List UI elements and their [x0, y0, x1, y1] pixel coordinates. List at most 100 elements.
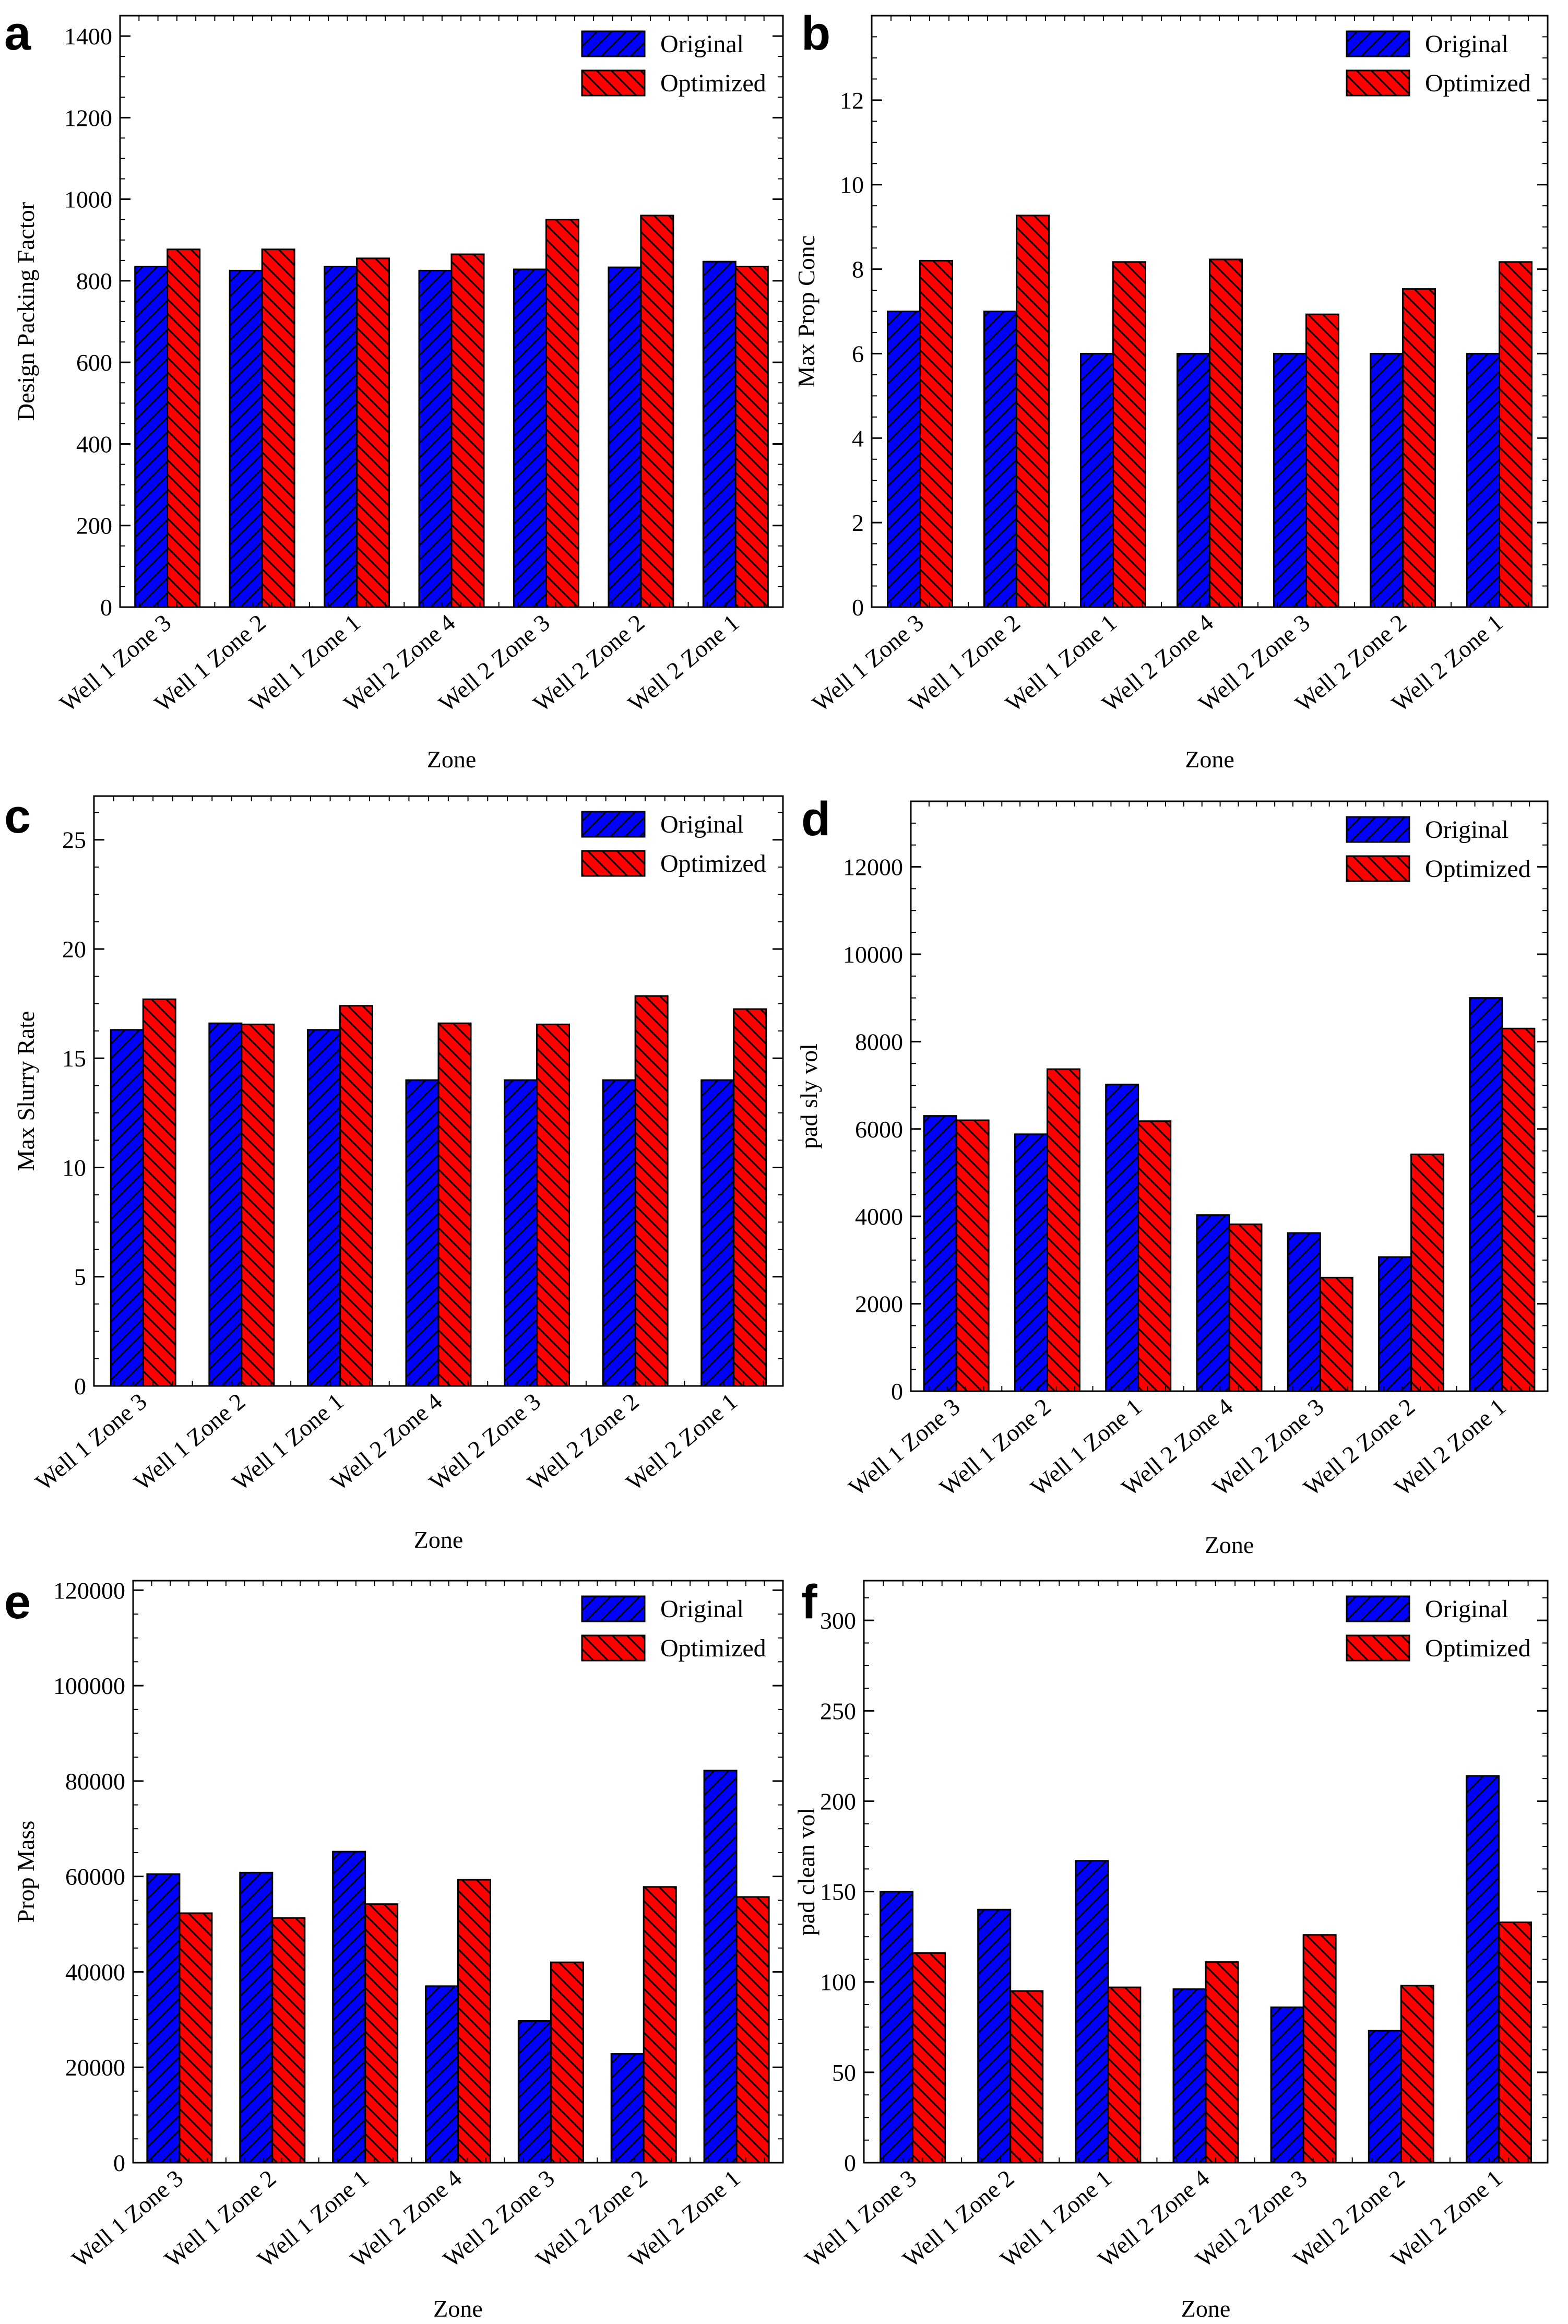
- panel-letter: a: [4, 7, 31, 60]
- original-bar-5: [513, 268, 547, 608]
- original-bar-2: [208, 1022, 243, 1387]
- legend-label-original: Original: [660, 1595, 744, 1623]
- y-tick-label: 250: [820, 1698, 856, 1724]
- y-tick-label: 25: [62, 827, 86, 853]
- original-bar-2: [239, 1871, 274, 2164]
- panel-letter: c: [4, 790, 31, 843]
- plot-frame: [119, 15, 784, 608]
- optimized-bar-2: [261, 248, 295, 608]
- y-tick-label: 0: [74, 1373, 86, 1400]
- original-bar-3: [306, 1029, 341, 1387]
- original-bar-3: [1075, 1860, 1109, 2164]
- y-tick-label: 2: [852, 509, 864, 536]
- original-bar-2: [977, 1908, 1012, 2164]
- original-bar-4: [1172, 1988, 1207, 2164]
- optimized-bar-7: [1498, 1921, 1532, 2164]
- original-bar-4: [1177, 352, 1210, 608]
- y-axis-title: Prop Mass: [13, 1821, 39, 1923]
- original-bar-5: [517, 2020, 552, 2164]
- optimized-bar-4: [1205, 1961, 1239, 2164]
- original-bar-2: [1014, 1133, 1048, 1392]
- original-bar-1: [887, 311, 921, 608]
- optimized-bar-1: [912, 1952, 946, 2164]
- optimized-bar-4: [1209, 258, 1243, 608]
- original-bar-3: [1080, 352, 1114, 608]
- original-bar-5: [1270, 2006, 1304, 2164]
- original-bar-1: [923, 1115, 957, 1392]
- original-bar-6: [602, 1079, 636, 1387]
- legend-label-original: Original: [660, 811, 744, 838]
- panel-letter: e: [4, 1575, 31, 1629]
- panel-letter: b: [801, 7, 830, 60]
- y-tick-label: 0: [100, 594, 112, 621]
- y-tick-label: 15: [62, 1045, 86, 1072]
- original-bar-6: [1368, 2030, 1402, 2164]
- legend-swatch-optimized: [581, 69, 646, 97]
- legend-swatch-original: [581, 811, 646, 838]
- y-tick-label: 2000: [855, 1291, 903, 1318]
- original-bar-7: [1466, 352, 1500, 608]
- y-tick-label: 400: [76, 431, 112, 457]
- legend-swatch-optimized: [1346, 855, 1410, 882]
- legend-swatch-original: [581, 1595, 646, 1622]
- panel-letter: d: [801, 792, 830, 846]
- original-bar-4: [418, 269, 453, 608]
- panel-letter: f: [801, 1575, 817, 1629]
- x-axis-title: Zone: [414, 1526, 464, 1553]
- optimized-bar-2: [241, 1023, 275, 1387]
- optimized-bar-5: [550, 1961, 584, 2164]
- x-axis-title: Zone: [1205, 1532, 1254, 1558]
- original-bar-7: [1469, 997, 1503, 1392]
- optimized-bar-1: [955, 1119, 990, 1392]
- y-tick-label: 1200: [64, 104, 112, 131]
- y-tick-label: 0: [852, 594, 864, 621]
- original-bar-5: [1287, 1232, 1321, 1392]
- y-tick-label: 4: [852, 425, 864, 452]
- optimized-bar-5: [1305, 313, 1339, 608]
- y-tick-label: 1000: [64, 186, 112, 213]
- y-tick-label: 300: [820, 1607, 856, 1634]
- y-tick-label: 0: [891, 1378, 903, 1405]
- y-tick-label: 200: [76, 513, 112, 539]
- legend-label-optimized: Optimized: [1425, 855, 1531, 883]
- y-tick-label: 12: [840, 87, 864, 114]
- original-bar-6: [1378, 1256, 1412, 1392]
- original-bar-5: [504, 1079, 538, 1387]
- optimized-bar-6: [634, 995, 669, 1387]
- optimized-bar-4: [457, 1879, 491, 2164]
- original-bar-3: [332, 1851, 366, 2164]
- y-tick-label: 120000: [53, 1577, 125, 1604]
- y-tick-label: 0: [113, 2150, 125, 2176]
- y-tick-label: 20000: [65, 2054, 125, 2081]
- legend-swatch-optimized: [1346, 1634, 1410, 1662]
- y-tick-label: 80000: [65, 1768, 125, 1795]
- plot-frame: [132, 1580, 784, 2164]
- legend-label-original: Original: [660, 30, 744, 58]
- y-tick-label: 100: [820, 1969, 856, 1996]
- optimized-bar-4: [1228, 1223, 1263, 1392]
- plot-frame: [93, 795, 784, 1387]
- optimized-bar-2: [1009, 1990, 1044, 2164]
- optimized-bar-1: [179, 1912, 213, 2164]
- legend-swatch-original: [1346, 816, 1410, 843]
- optimized-bar-6: [1410, 1153, 1445, 1392]
- x-axis-title: Zone: [1185, 746, 1234, 773]
- legend-label-optimized: Optimized: [660, 850, 766, 878]
- legend-swatch-optimized: [1346, 69, 1410, 97]
- original-bar-5: [1273, 352, 1307, 608]
- y-axis-title: pad clean vol: [793, 1808, 819, 1936]
- y-tick-label: 4000: [855, 1203, 903, 1230]
- optimized-bar-7: [733, 1008, 767, 1387]
- legend-label-optimized: Optimized: [1425, 1634, 1531, 1662]
- y-axis-title: Max Slurry Rate: [13, 1011, 39, 1171]
- optimized-bar-1: [142, 998, 176, 1387]
- optimized-bar-2: [1016, 215, 1050, 608]
- original-bar-1: [880, 1891, 914, 2164]
- optimized-bar-3: [1112, 261, 1146, 608]
